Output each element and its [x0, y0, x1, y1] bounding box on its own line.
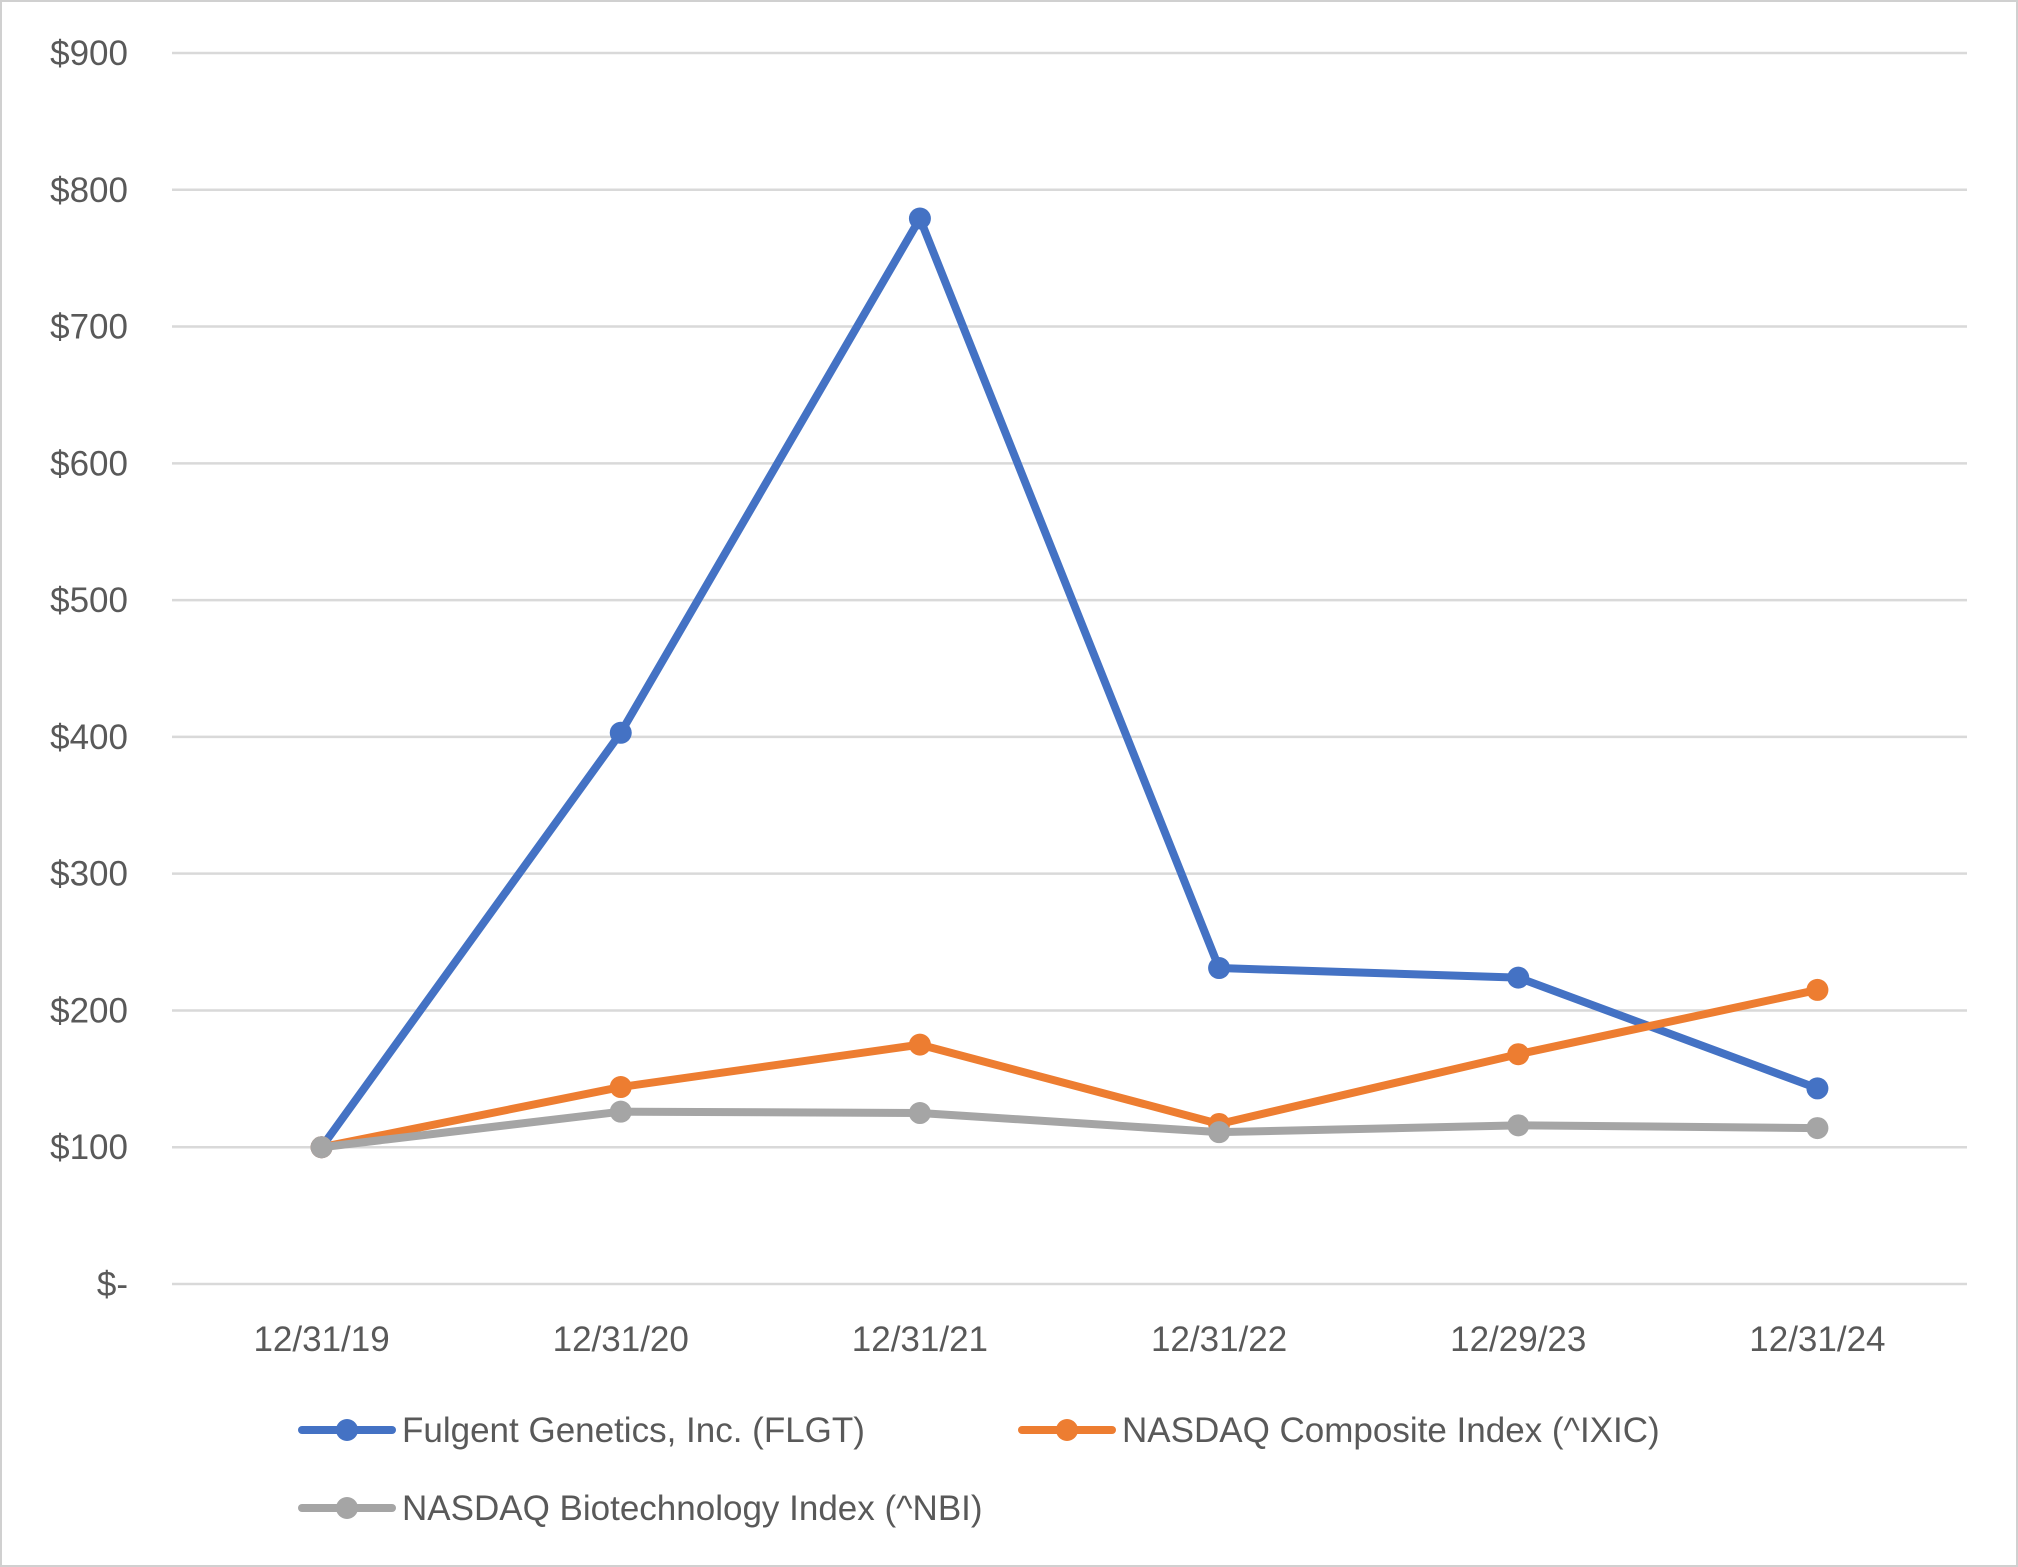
y-tick-label: $400 [50, 718, 128, 757]
series-lines [311, 208, 1829, 1159]
series-line-0 [322, 219, 1818, 1148]
data-point-0-4 [1507, 967, 1529, 989]
x-tick-label: 12/31/21 [852, 1320, 988, 1359]
legend-label-0: Fulgent Genetics, Inc. (FLGT) [402, 1411, 865, 1450]
data-point-2-5 [1806, 1117, 1828, 1139]
x-tick-label: 12/31/20 [553, 1320, 689, 1359]
y-axis-tick-labels: $- $100 $200 $300 $400 $500 $600 $700 $800 $900 [50, 34, 128, 1304]
legend-label-2: NASDAQ Biotechnology Index (^NBI) [402, 1489, 983, 1528]
y-tick-label: $300 [50, 855, 128, 894]
legend: Fulgent Genetics, Inc. (FLGT) NASDAQ Comp… [302, 1411, 1660, 1528]
data-point-1-4 [1507, 1043, 1529, 1065]
y-tick-label: $900 [50, 34, 128, 73]
legend-label-1: NASDAQ Composite Index (^IXIC) [1122, 1411, 1660, 1450]
legend-swatch-marker-2 [336, 1497, 358, 1519]
data-point-0-5 [1806, 1077, 1828, 1099]
legend-swatch-marker-0 [336, 1419, 358, 1441]
series-line-2 [322, 1112, 1818, 1148]
y-tick-label: $100 [50, 1128, 128, 1167]
data-point-1-1 [610, 1076, 632, 1098]
data-point-2-1 [610, 1101, 632, 1123]
x-tick-label: 12/31/22 [1151, 1320, 1287, 1359]
y-tick-label: $800 [50, 171, 128, 210]
data-point-1-5 [1806, 979, 1828, 1001]
x-tick-label: 12/31/19 [253, 1320, 389, 1359]
data-point-2-4 [1507, 1114, 1529, 1136]
y-tick-label: $200 [50, 991, 128, 1030]
data-point-0-2 [909, 208, 931, 230]
x-axis-tick-labels: 12/31/19 12/31/20 12/31/21 12/31/22 12/29/23… [253, 1320, 1885, 1359]
y-tick-label: $- [97, 1265, 128, 1304]
x-tick-label: 12/31/24 [1749, 1320, 1885, 1359]
legend-swatch-marker-1 [1056, 1419, 1078, 1441]
y-tick-label: $600 [50, 444, 128, 483]
y-tick-label: $700 [50, 308, 128, 347]
data-point-1-2 [909, 1034, 931, 1056]
data-point-2-0 [311, 1136, 333, 1158]
y-tick-label: $500 [50, 581, 128, 620]
data-point-0-3 [1208, 957, 1230, 979]
data-point-0-1 [610, 722, 632, 744]
data-point-2-3 [1208, 1121, 1230, 1143]
gridlines [172, 53, 1967, 1284]
x-tick-label: 12/29/23 [1450, 1320, 1586, 1359]
data-point-2-2 [909, 1102, 931, 1124]
